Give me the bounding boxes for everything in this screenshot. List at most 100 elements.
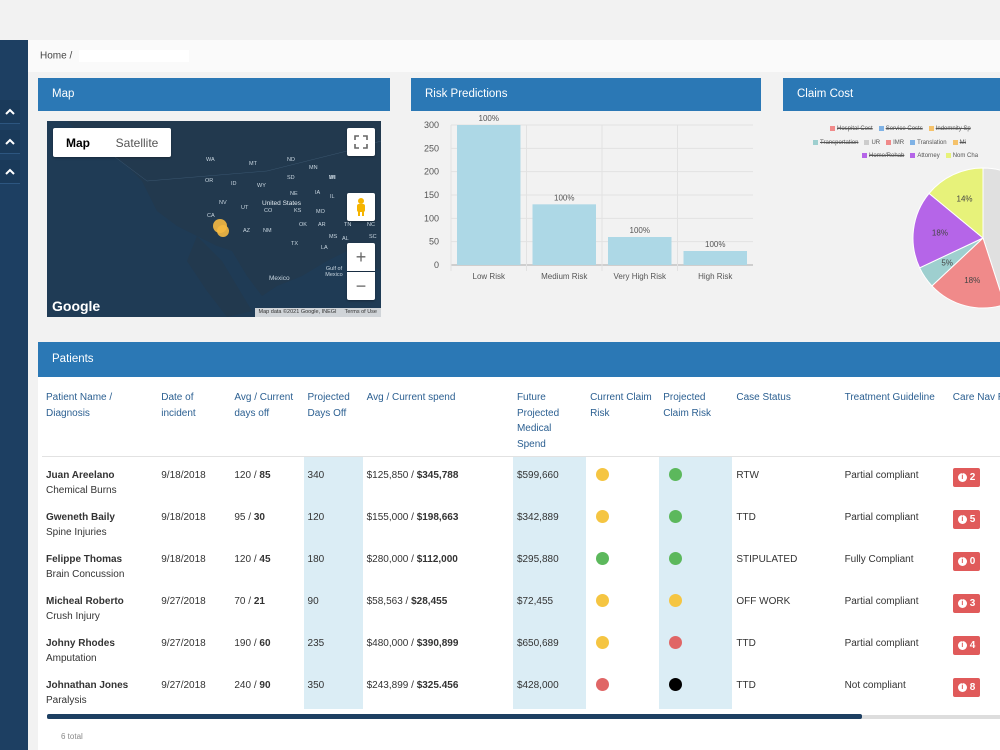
- map-terms-link[interactable]: Terms of Use: [344, 309, 377, 315]
- spend-cell: $155,000 / $198,663: [366, 511, 459, 523]
- map-panel-title: Map: [52, 88, 75, 100]
- legend-item[interactable]: Nom Cha: [945, 153, 978, 159]
- table-row[interactable]: Juan Areelano Chemical Burns 9/18/2018 120 …: [42, 456, 1000, 499]
- spend-cell: $480,000 / $390,899: [366, 637, 459, 649]
- sidebar-collapse-button-3[interactable]: [0, 160, 20, 184]
- avg-spend: $58,563: [366, 595, 403, 607]
- breadcrumb-home[interactable]: Home: [40, 50, 67, 62]
- bar[interactable]: [532, 204, 597, 265]
- patient-name[interactable]: Johnathan Jones: [46, 679, 129, 691]
- patient-cell[interactable]: Felippe Thomas Brain Concussion: [42, 541, 157, 583]
- pie-slice[interactable]: [982, 167, 1000, 305]
- pie-slice[interactable]: [931, 237, 1000, 309]
- pie-slice[interactable]: [928, 167, 984, 240]
- current-days-off: 45: [259, 553, 271, 565]
- legend-item[interactable]: Attorney: [910, 153, 940, 159]
- map-label: NC: [367, 222, 375, 228]
- patient-cell[interactable]: Micheal Roberto Crush Injury: [42, 583, 157, 625]
- map-marker-cluster[interactable]: [217, 225, 229, 237]
- map-label: KS: [294, 208, 302, 214]
- zoom-in-button[interactable]: +: [347, 243, 375, 271]
- legend-item[interactable]: Mi: [952, 140, 966, 146]
- table-row[interactable]: Johny Rhodes Amputation 9/27/2018 190 / 60 2…: [42, 624, 1000, 667]
- legend-item[interactable]: Service Costs: [878, 126, 923, 132]
- case-status: TTD: [736, 637, 756, 649]
- care-nav-count: 3: [969, 597, 976, 609]
- care-nav-count: 0: [969, 555, 976, 567]
- col-header[interactable]: Avg / Current spend: [362, 384, 513, 457]
- patient-name[interactable]: Micheal Roberto: [46, 595, 124, 607]
- bar[interactable]: [683, 251, 748, 265]
- col-header[interactable]: Treatment Guideline: [840, 384, 949, 457]
- map-tab-satellite[interactable]: Satellite: [115, 135, 159, 150]
- y-tick-label: 300: [424, 120, 439, 130]
- map-tab-map[interactable]: Map: [66, 135, 90, 150]
- legend-item[interactable]: Transportation: [813, 140, 858, 146]
- patient-cell[interactable]: Johnathan Jones Paralysis: [42, 667, 157, 709]
- col-header[interactable]: Current Claim Risk: [586, 384, 660, 457]
- col-header[interactable]: Projected Claim Risk: [659, 384, 733, 457]
- legend-item[interactable]: IMR: [886, 140, 904, 146]
- patient-name[interactable]: Gweneth Baily: [46, 511, 115, 523]
- pie-slice[interactable]: [912, 192, 984, 269]
- sidebar-collapse-button-2[interactable]: [0, 130, 20, 154]
- col-header[interactable]: Date of incident: [157, 384, 231, 457]
- current-spend: $28,455: [411, 595, 448, 607]
- patient-name[interactable]: Felippe Thomas: [46, 553, 123, 565]
- col-header[interactable]: Avg / Current days off: [230, 384, 304, 457]
- projected-days-off: 120: [303, 498, 363, 541]
- map-label: AL: [342, 236, 349, 242]
- legend-item[interactable]: Home/Rehab: [862, 153, 904, 159]
- legend-item[interactable]: Hospital Cost: [830, 126, 873, 132]
- projected-days-off: 340: [303, 456, 363, 499]
- legend-item[interactable]: Translation: [910, 140, 947, 146]
- col-header[interactable]: Patient Name / Diagnosis: [42, 384, 158, 457]
- street-view-pegman[interactable]: [347, 193, 375, 221]
- table-row[interactable]: Gweneth Baily Spine Injuries 9/18/2018 95 /…: [42, 498, 1000, 541]
- days-off-cell: 120 / 45: [234, 553, 271, 565]
- legend-item[interactable]: Indemnity Sp: [928, 126, 971, 132]
- avg-spend: $125,850: [366, 469, 409, 481]
- current-days-off: 21: [253, 595, 265, 607]
- current-risk-cell: [586, 625, 659, 667]
- table-row[interactable]: Johnathan Jones Paralysis 9/27/2018 240 / 9…: [42, 666, 1000, 709]
- patient-cell[interactable]: Gweneth Baily Spine Injuries: [42, 499, 157, 541]
- patient-cell[interactable]: Johny Rhodes Amputation: [42, 625, 157, 667]
- table-row[interactable]: Micheal Roberto Crush Injury 9/27/2018 70 /…: [42, 582, 1000, 625]
- treatment-guideline: Partial compliant: [844, 469, 919, 481]
- projected-risk-indicator: [669, 593, 683, 607]
- patient-name[interactable]: Johny Rhodes: [46, 637, 115, 649]
- map-view[interactable]: Map Satellite + − WA MT ND MN OR ID SD W…: [47, 121, 381, 317]
- patient-cell[interactable]: Juan Areelano Chemical Burns: [42, 456, 157, 499]
- bar[interactable]: [608, 237, 672, 265]
- col-header[interactable]: Care Nav Recomm: [948, 384, 1000, 457]
- fullscreen-button[interactable]: [347, 128, 375, 156]
- claim-legend-row-2: Transportation UR IMR Translation Mi: [813, 140, 966, 146]
- map-label: TN: [344, 222, 352, 228]
- projected-risk-cell: [659, 498, 733, 541]
- case-status: TTD: [736, 679, 756, 691]
- days-off-cell: 240 / 90: [234, 679, 271, 691]
- legend-swatch: [864, 140, 870, 145]
- legend-item[interactable]: UR: [864, 140, 880, 146]
- patient-name[interactable]: Juan Areelano: [46, 469, 115, 481]
- bar[interactable]: [457, 125, 521, 265]
- spend-cell: $125,850 / $345,788: [366, 469, 459, 481]
- table-row[interactable]: Felippe Thomas Brain Concussion 9/18/2018 1…: [42, 540, 1000, 583]
- col-header[interactable]: Case Status: [732, 384, 841, 457]
- sidebar-collapse-button-1[interactable]: [0, 100, 20, 124]
- map-label: MN: [309, 165, 318, 171]
- zoom-out-button[interactable]: −: [347, 272, 375, 300]
- patient-diagnosis: Paralysis: [46, 695, 87, 706]
- legend-swatch: [862, 153, 867, 158]
- table-scrollbar-thumb[interactable]: [47, 714, 862, 719]
- col-header[interactable]: Future Projected Medical Spend: [512, 384, 587, 457]
- col-header[interactable]: Projected Days Off: [303, 384, 363, 457]
